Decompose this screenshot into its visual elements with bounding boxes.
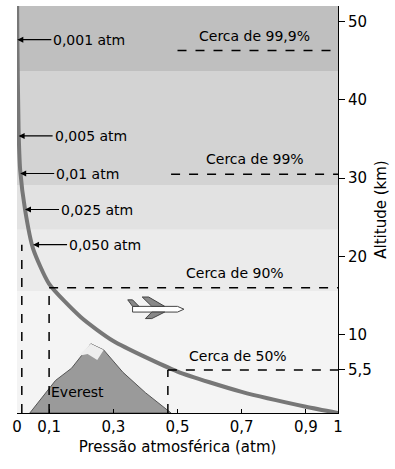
svg-text:0,050 atm: 0,050 atm xyxy=(69,237,141,253)
svg-text:50: 50 xyxy=(348,13,367,31)
svg-text:Cerca de 90%: Cerca de 90% xyxy=(186,265,284,281)
svg-text:0,7: 0,7 xyxy=(230,418,254,436)
svg-text:0,025 atm: 0,025 atm xyxy=(61,202,133,218)
svg-text:20: 20 xyxy=(348,248,367,266)
svg-text:0: 0 xyxy=(12,418,22,436)
svg-text:0,1: 0,1 xyxy=(37,418,61,436)
svg-text:30: 30 xyxy=(348,169,367,187)
svg-text:10: 10 xyxy=(348,326,367,344)
svg-text:5,5: 5,5 xyxy=(348,361,372,379)
svg-text:0,5: 0,5 xyxy=(166,418,190,436)
svg-text:0,9: 0,9 xyxy=(294,418,318,436)
svg-text:0,005 atm: 0,005 atm xyxy=(55,128,127,144)
svg-text:Everest: Everest xyxy=(51,384,104,400)
svg-text:40: 40 xyxy=(348,91,367,109)
svg-text:1: 1 xyxy=(333,418,343,436)
svg-text:Altitude (km): Altitude (km) xyxy=(372,160,390,258)
svg-text:Cerca de 99,9%: Cerca de 99,9% xyxy=(199,28,310,44)
svg-text:0,001 atm: 0,001 atm xyxy=(53,32,125,48)
svg-text:0,3: 0,3 xyxy=(101,418,125,436)
svg-text:Cerca de 99%: Cerca de 99% xyxy=(206,151,304,167)
svg-text:0,01 atm: 0,01 atm xyxy=(56,166,119,182)
svg-text:Cerca de 50%: Cerca de 50% xyxy=(189,348,287,364)
svg-text:Pressão atmosférica (atm): Pressão atmosférica (atm) xyxy=(79,438,277,456)
